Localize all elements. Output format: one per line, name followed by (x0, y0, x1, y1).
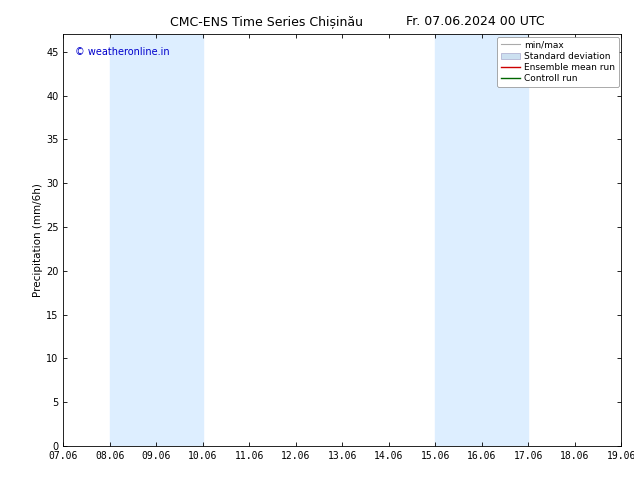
Y-axis label: Precipitation (mm/6h): Precipitation (mm/6h) (33, 183, 43, 297)
Text: © weatheronline.in: © weatheronline.in (75, 47, 169, 57)
Bar (436, 34, 528, 446)
Text: Fr. 07.06.2024 00 UTC: Fr. 07.06.2024 00 UTC (406, 15, 545, 28)
Bar (110, 34, 203, 446)
Text: CMC-ENS Time Series Chișinău: CMC-ENS Time Series Chișinău (170, 15, 363, 28)
Legend: min/max, Standard deviation, Ensemble mean run, Controll run: min/max, Standard deviation, Ensemble me… (497, 37, 619, 87)
